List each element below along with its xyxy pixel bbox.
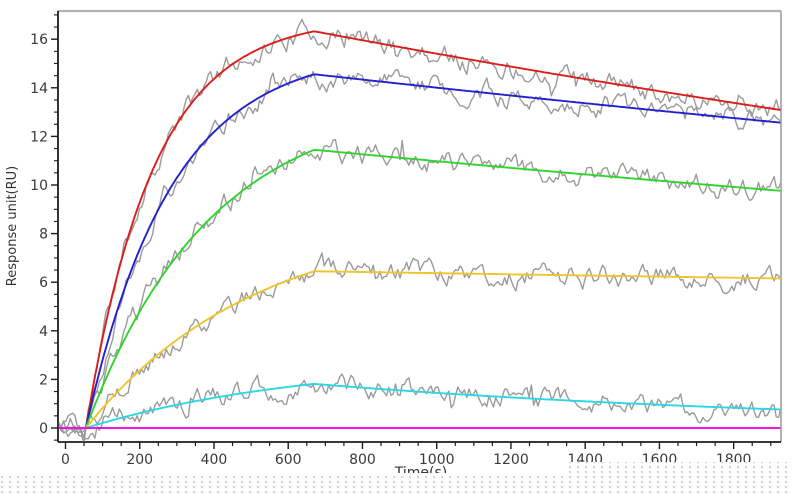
y-tick-label: 2	[39, 372, 48, 388]
noise-trace-fit-curve-cyan	[58, 373, 781, 442]
axes: 0 200 400 600 800 1000 1200 1400 1600 18000246810…	[30, 9, 782, 468]
x-tick-label: 400	[201, 452, 228, 468]
fit-curve-yellow	[84, 270, 781, 429]
y-tick-label: 0	[39, 421, 48, 437]
fit-curve-blue	[84, 73, 781, 429]
noise-trace-fit-curve-yellow	[58, 252, 781, 438]
x-tick-label: 200	[126, 452, 153, 468]
x-tick-label: 800	[349, 452, 376, 468]
y-tick-label: 6	[39, 275, 48, 291]
noise-trace-fit-curve-green	[59, 138, 781, 434]
figure-white-background	[0, 0, 792, 473]
y-tick-label: 8	[39, 227, 48, 243]
fit-curve-red	[84, 30, 781, 429]
x-tick-label: 1000	[419, 452, 455, 468]
fit-curve-cyan	[84, 383, 781, 429]
y-tick-label: 14	[30, 81, 48, 97]
y-tick-label: 10	[30, 178, 48, 194]
y-tick-label: 12	[30, 129, 48, 145]
noise-trace-fit-curve-blue	[58, 69, 781, 442]
x-tick-label: 1200	[493, 452, 529, 468]
x-axis-title: Time(s)	[394, 465, 447, 481]
fit-curve-green	[84, 148, 781, 429]
chart-content: 0 200 400 600 800 1000 1200 1400 1600 18000246810…	[5, 9, 782, 481]
y-axis-title: Response unit(RU)	[5, 166, 20, 286]
y-tick-label: 16	[30, 32, 48, 48]
curves	[58, 18, 781, 442]
y-tick-label: 4	[39, 324, 48, 340]
x-tick-label: 0	[61, 452, 70, 468]
x-tick-label: 600	[275, 452, 302, 468]
